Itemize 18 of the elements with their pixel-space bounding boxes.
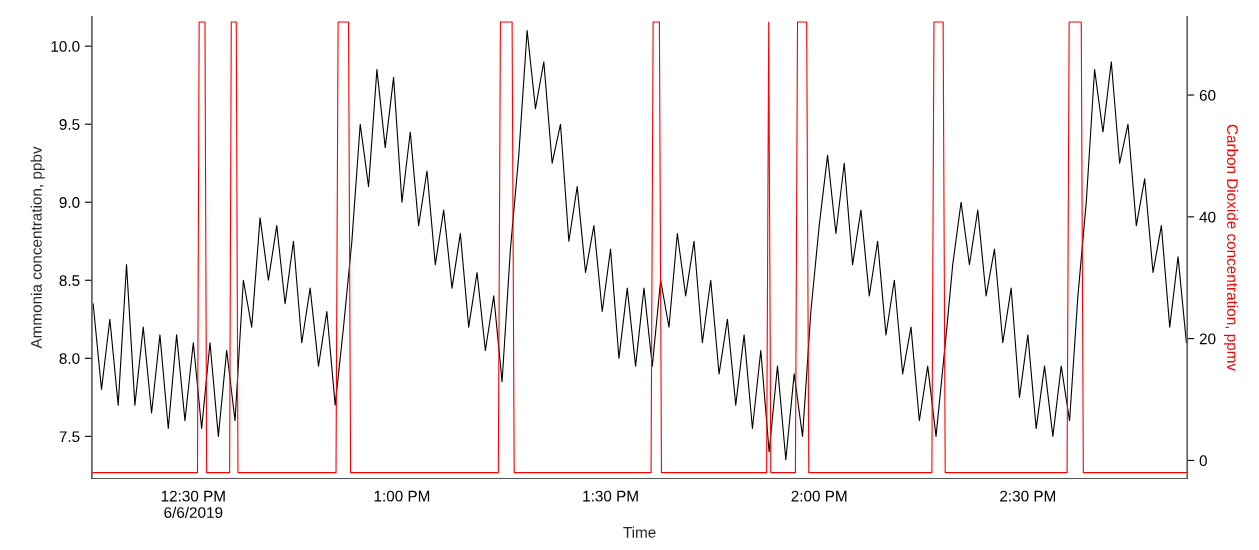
y2-axis-title: Carbon Dioxide concentration, ppmv: [1224, 124, 1239, 372]
y2-tick-label: 60: [1199, 89, 1216, 101]
y-axis-title: Ammonia concentration, ppbv: [30, 146, 45, 349]
y2-tick-label: 20: [1199, 333, 1216, 345]
y2-tick-label: 0: [1199, 455, 1207, 467]
y-tick-label: 9.5: [59, 119, 80, 130]
x-tick-label: 12:30 PM 6/6/2019: [161, 490, 225, 518]
x-tick-label: 2:00 PM: [791, 490, 847, 502]
y-tick-label: 7.5: [59, 431, 80, 443]
y-tick-label: 10.0: [51, 41, 80, 52]
x-tick-label: 1:00 PM: [374, 490, 430, 502]
x-axis-title: Time: [623, 526, 656, 538]
x-tick-label: 1:30 PM: [583, 490, 638, 502]
y-tick-label: 9.0: [59, 197, 80, 208]
y-tick-label: 8.5: [59, 275, 80, 286]
y2-tick-label: 40: [1199, 211, 1216, 223]
x-tick-label: 2:30 PM: [1000, 490, 1056, 502]
y-tick-label: 8.0: [59, 353, 80, 364]
